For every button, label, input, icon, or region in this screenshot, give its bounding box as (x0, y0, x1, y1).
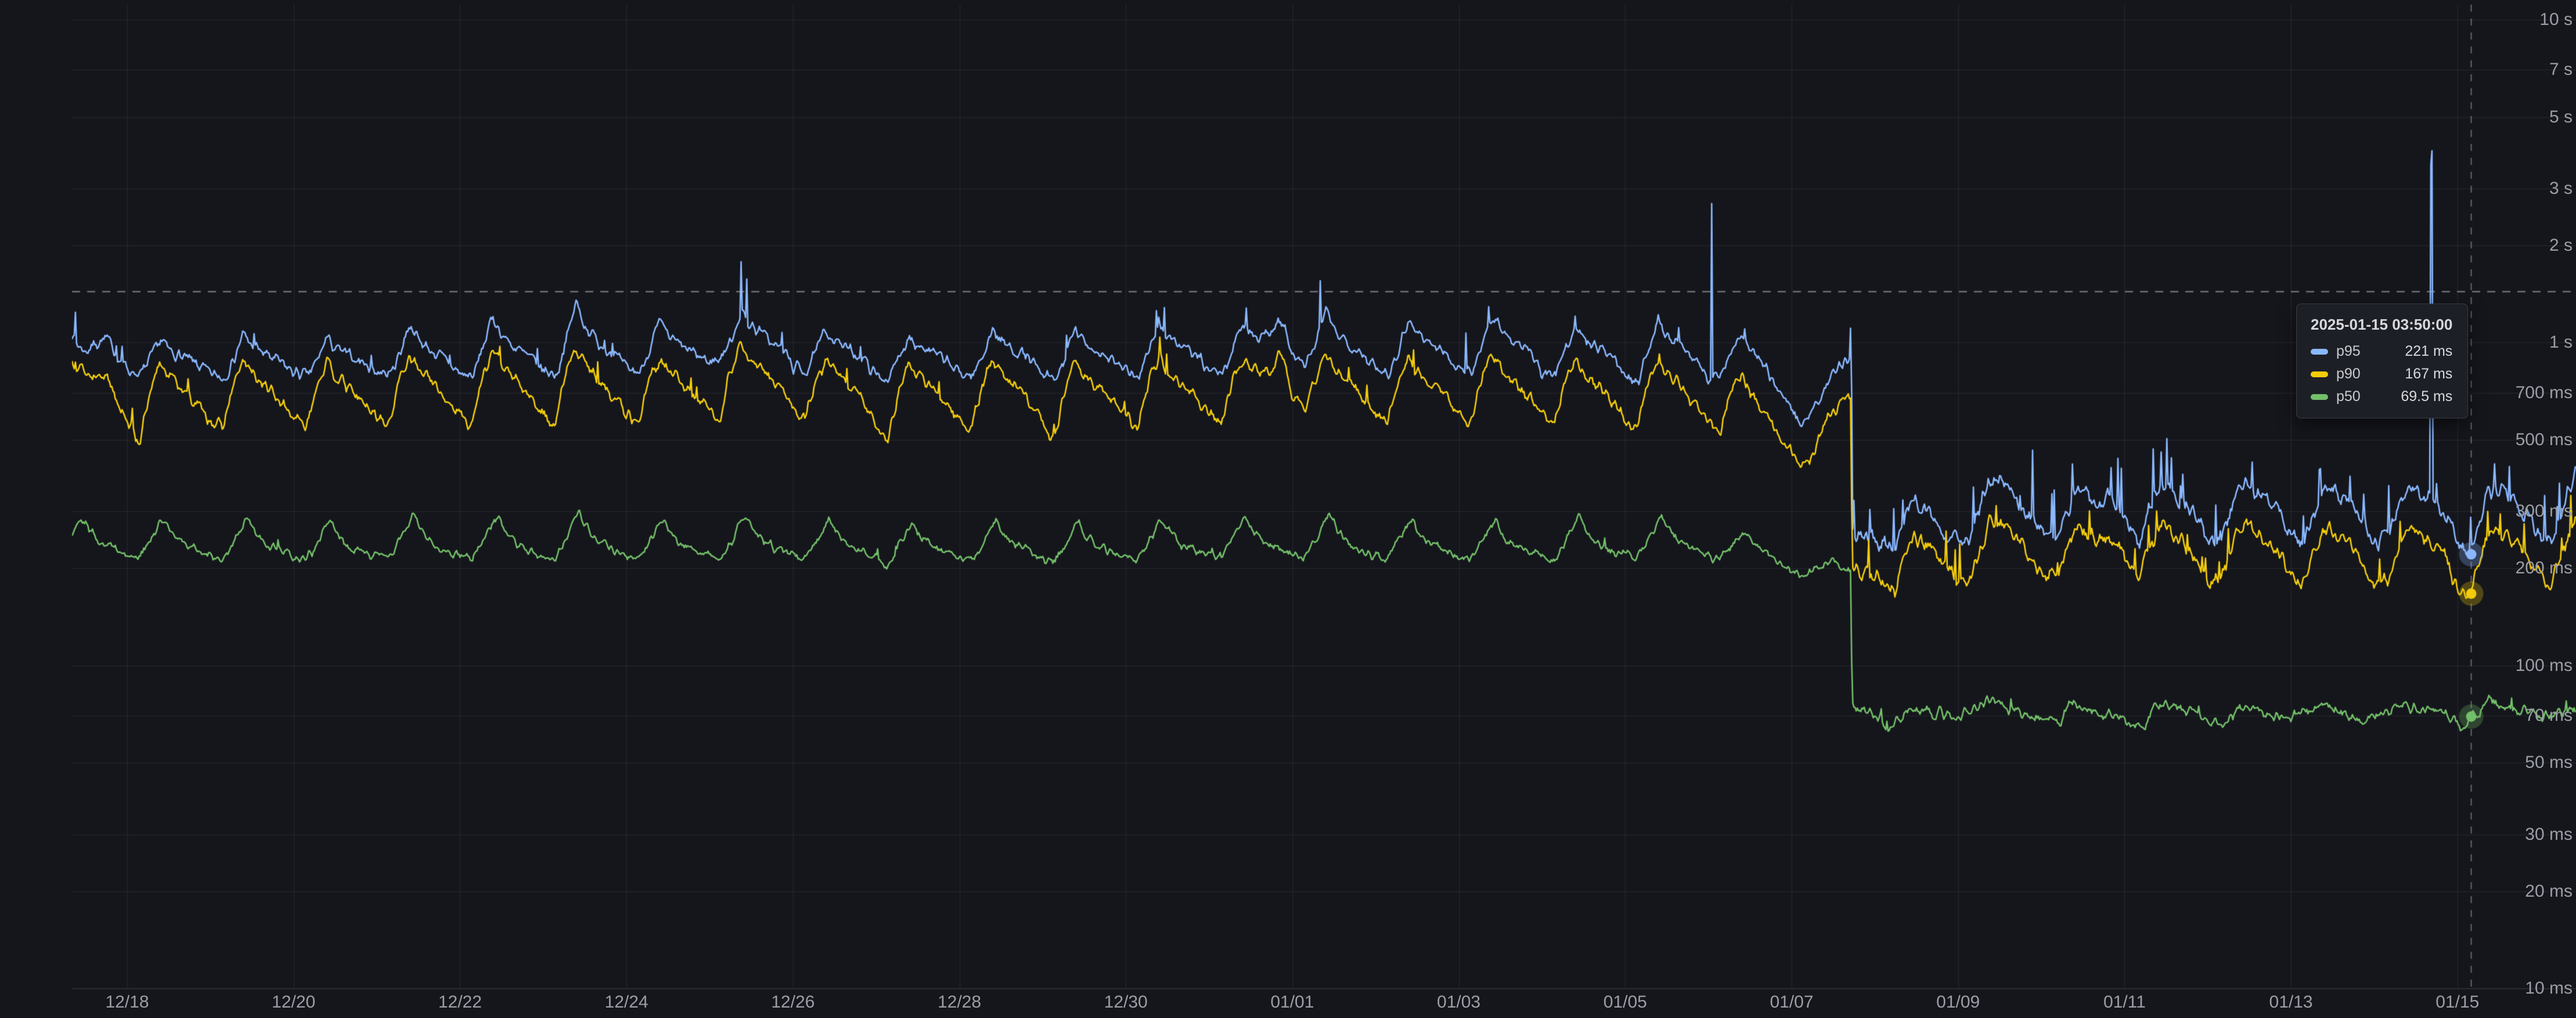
tooltip-series-name: p95 (2336, 343, 2361, 359)
x-axis-label: 01/05 (1603, 992, 1647, 1012)
tooltip-series-value: 69.5 ms (2401, 388, 2453, 405)
p90-series-swatch (2311, 371, 2328, 377)
x-axis-label: 01/15 (2436, 992, 2480, 1012)
tooltip-timestamp: 2025-01-15 03:50:00 (2311, 316, 2453, 333)
tooltip-row-p90: p90 167 ms (2311, 366, 2452, 382)
x-axis-label: 01/11 (2103, 992, 2146, 1012)
tooltip-series-name: p90 (2336, 366, 2361, 382)
y-axis-label: 10 s (2539, 10, 2573, 30)
x-axis-label: 12/20 (272, 992, 316, 1012)
x-axis-label: 12/22 (438, 992, 482, 1012)
y-axis-label: 300 ms (2515, 501, 2573, 521)
x-axis-label: 01/09 (1936, 992, 1980, 1012)
y-axis-label: 200 ms (2515, 558, 2573, 578)
y-axis-label: 2 s (2549, 235, 2573, 255)
x-axis-label: 12/26 (771, 992, 815, 1012)
x-axis-label: 12/24 (604, 992, 648, 1012)
hover-tooltip: 2025-01-15 03:50:00 p95 221 ms p90 167 m… (2296, 304, 2469, 418)
x-axis-label: 01/07 (1770, 992, 1814, 1012)
y-axis-label: 3 s (2549, 178, 2573, 198)
y-axis-label: 30 ms (2525, 824, 2573, 844)
tooltip-series-value: 167 ms (2405, 366, 2453, 382)
x-axis-label: 12/28 (937, 992, 982, 1012)
p95-series-swatch (2311, 348, 2328, 355)
y-axis-label: 500 ms (2515, 429, 2573, 449)
x-axis-label: 01/13 (2269, 992, 2313, 1012)
p50-series-swatch (2311, 394, 2328, 400)
y-axis-label: 7 s (2549, 60, 2573, 80)
y-axis-label: 5 s (2549, 107, 2573, 127)
y-axis-label: 100 ms (2515, 655, 2573, 675)
x-axis-label: 12/18 (105, 992, 149, 1012)
tooltip-series-name: p50 (2336, 388, 2361, 405)
x-axis-label: 01/03 (1437, 992, 1481, 1012)
y-axis-label: 700 ms (2515, 382, 2573, 402)
x-axis-label: 01/01 (1270, 992, 1314, 1012)
y-axis-label: 70 ms (2525, 705, 2573, 725)
x-axis-label: 12/30 (1104, 992, 1148, 1012)
tooltip-row-p50: p50 69.5 ms (2311, 388, 2452, 405)
y-axis-label: 1 s (2549, 333, 2573, 352)
y-axis-label: 50 ms (2525, 753, 2573, 772)
y-axis-label: 10 ms (2525, 979, 2573, 998)
y-axis-label: 20 ms (2525, 881, 2573, 901)
tooltip-row-p95: p95 221 ms (2311, 343, 2452, 360)
tooltip-series-value: 221 ms (2405, 343, 2453, 359)
